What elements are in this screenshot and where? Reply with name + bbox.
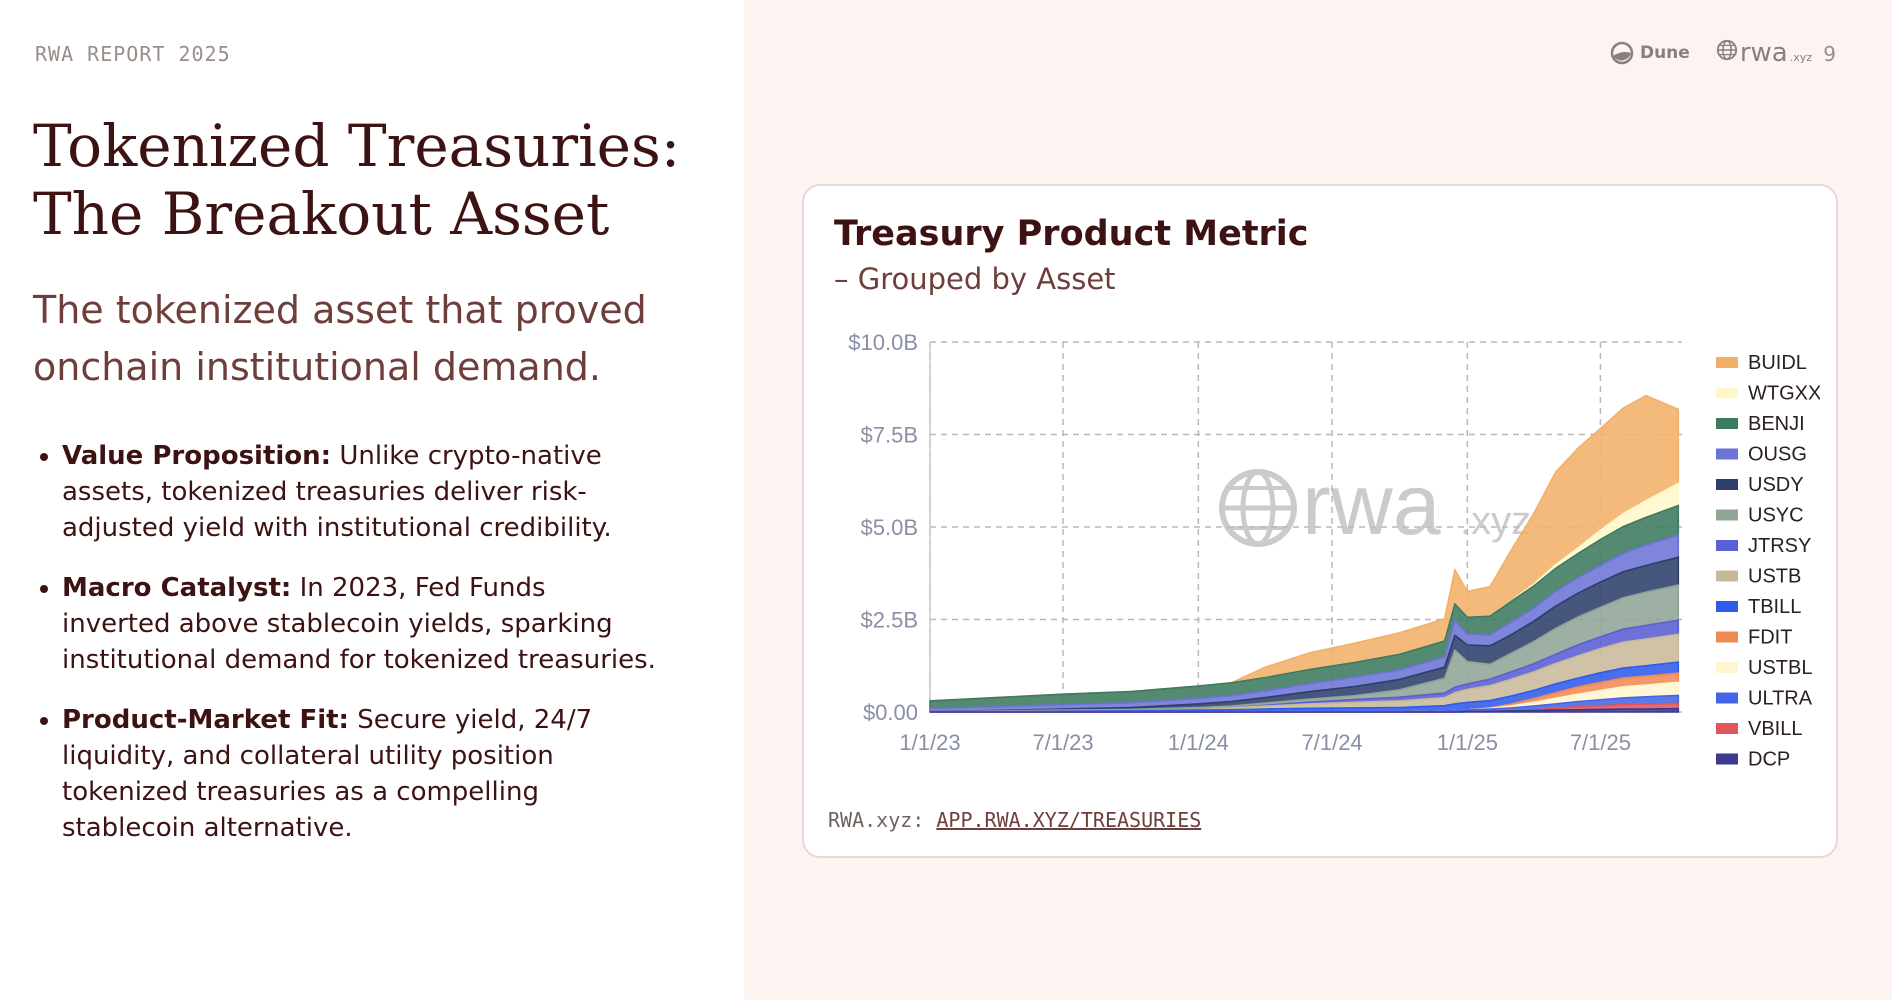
legend-swatch-benji: [1716, 418, 1738, 429]
legend-swatch-buidl: [1716, 357, 1738, 368]
page-title: Tokenized Treasuries: The Breakout Asset: [33, 112, 733, 248]
legend-swatch-usdy: [1716, 479, 1738, 490]
legend-swatch-ultra: [1716, 692, 1738, 704]
rwa-label: rwa: [1739, 38, 1788, 68]
x-tick-label: 1/1/25: [1437, 730, 1498, 755]
bullet-item: Macro Catalyst: In 2023, Fed Funds inver…: [62, 570, 662, 678]
legend-item-buidl[interactable]: BUIDL: [1748, 352, 1807, 374]
chart-areas: [929, 394, 1680, 713]
legend-item-vbill[interactable]: VBILL: [1748, 718, 1802, 740]
y-tick-label: $0.00: [863, 700, 918, 725]
bullet-item: Value Proposition: Unlike crypto-native …: [62, 438, 662, 546]
legend-item-usdy[interactable]: USDY: [1748, 474, 1804, 496]
logo-bar: Dune rwa .xyz: [1610, 38, 1812, 68]
legend-item-jtrsy[interactable]: JTRSY: [1748, 535, 1811, 557]
area-dcp: [930, 707, 1680, 713]
page-subtitle: The tokenized asset that proved onchain …: [33, 288, 647, 389]
x-tick-label: 7/1/25: [1570, 730, 1631, 755]
x-tick-label: 1/1/23: [899, 730, 960, 755]
legend-swatch-ousg: [1716, 448, 1738, 460]
x-axis: 1/1/23 7/1/23 1/1/24 7/1/24 1/1/25 7/1/25: [899, 730, 1631, 755]
legend-swatch-jtrsy: [1716, 540, 1738, 551]
x-tick-label: 7/1/24: [1302, 730, 1363, 755]
bullet-item: Product-Market Fit: Secure yield, 24/7 l…: [62, 702, 662, 846]
bullet-text: In 2023, Fed Funds inverted above stable…: [62, 573, 656, 675]
legend-item-fdit[interactable]: FDIT: [1748, 627, 1792, 649]
bullet-text: Secure yield, 24/7 liquidity, and collat…: [62, 705, 593, 843]
stacked-area-chart: rwa .xyz $0.00 $2.5B $5.0B $7.5B $10.0B 1/1/…: [848, 330, 1820, 771]
legend-item-ultra[interactable]: ULTRA: [1748, 688, 1813, 710]
legend-swatch-wtgxx: [1716, 387, 1738, 399]
source-prefix: RWA.xyz:: [828, 808, 925, 832]
page-number: 9: [1823, 42, 1836, 66]
bullet-heading: Value Proposition:: [62, 441, 332, 471]
rwa-logo: rwa .xyz: [1716, 38, 1812, 68]
x-tick-label: 7/1/23: [1032, 730, 1093, 755]
legend-swatch-dcp: [1716, 753, 1738, 765]
globe-icon: [1716, 39, 1737, 61]
source-line: RWA.xyz: APP.RWA.XYZ/TREASURIES: [828, 808, 1201, 832]
legend-swatch-usyc: [1716, 509, 1738, 521]
dune-label: Dune: [1639, 43, 1690, 63]
x-tick-label: 1/1/24: [1168, 730, 1229, 755]
bullet-heading: Macro Catalyst:: [62, 573, 292, 603]
legend-item-usyc[interactable]: USYC: [1748, 505, 1804, 527]
watermark-globe-icon: [1219, 469, 1297, 547]
bullet-heading: Product-Market Fit:: [62, 705, 349, 735]
page-title-line-1: Tokenized Treasuries:: [33, 112, 681, 180]
legend-swatch-ustbl: [1716, 662, 1738, 673]
legend-item-wtgxx[interactable]: WTGXX: [1748, 383, 1820, 405]
bullet-list: Value Proposition: Unlike crypto-native …: [30, 438, 662, 870]
rwa-suffix: .xyz: [1789, 51, 1812, 64]
y-tick-label: $10.0B: [848, 330, 918, 355]
legend-swatch-fdit: [1716, 631, 1738, 643]
legend-item-ustb[interactable]: USTB: [1748, 566, 1801, 588]
legend-swatch-tbill: [1716, 601, 1738, 612]
y-tick-label: $2.5B: [861, 608, 919, 633]
chart-legend: BUIDL WTGXX BENJI OUSG USDY USYC JTRSY USTB TBIL…: [1716, 352, 1820, 771]
legend-item-benji[interactable]: BENJI: [1748, 413, 1805, 435]
watermark-text: rwa: [1302, 457, 1441, 553]
legend-item-ousg[interactable]: OUSG: [1748, 444, 1807, 466]
page-title-line-2: The Breakout Asset: [33, 180, 610, 248]
chart-title: Treasury Product Metric: [834, 214, 1309, 254]
y-tick-label: $5.0B: [861, 515, 919, 540]
legend-item-ustbl[interactable]: USTBL: [1748, 657, 1812, 679]
legend-swatch-vbill: [1716, 723, 1738, 734]
legend-swatch-ustb: [1716, 570, 1738, 582]
legend-item-tbill[interactable]: TBILL: [1748, 596, 1801, 618]
bullet-text: Unlike crypto-native assets, tokenized t…: [62, 441, 612, 543]
dune-icon: [1610, 41, 1634, 65]
y-axis: $0.00 $2.5B $5.0B $7.5B $10.0B: [848, 330, 918, 725]
source-link[interactable]: APP.RWA.XYZ/TREASURIES: [936, 808, 1202, 832]
dune-logo: Dune: [1610, 41, 1690, 65]
report-label: RWA REPORT 2025: [35, 42, 231, 66]
left-panel: RWA REPORT 2025 Tokenized Treasuries: Th…: [0, 0, 744, 1000]
y-tick-label: $7.5B: [861, 423, 919, 448]
rwa-watermark: rwa .xyz: [1219, 457, 1531, 553]
chart-subtitle: – Grouped by Asset: [834, 262, 1116, 296]
legend-item-dcp[interactable]: DCP: [1748, 749, 1790, 771]
